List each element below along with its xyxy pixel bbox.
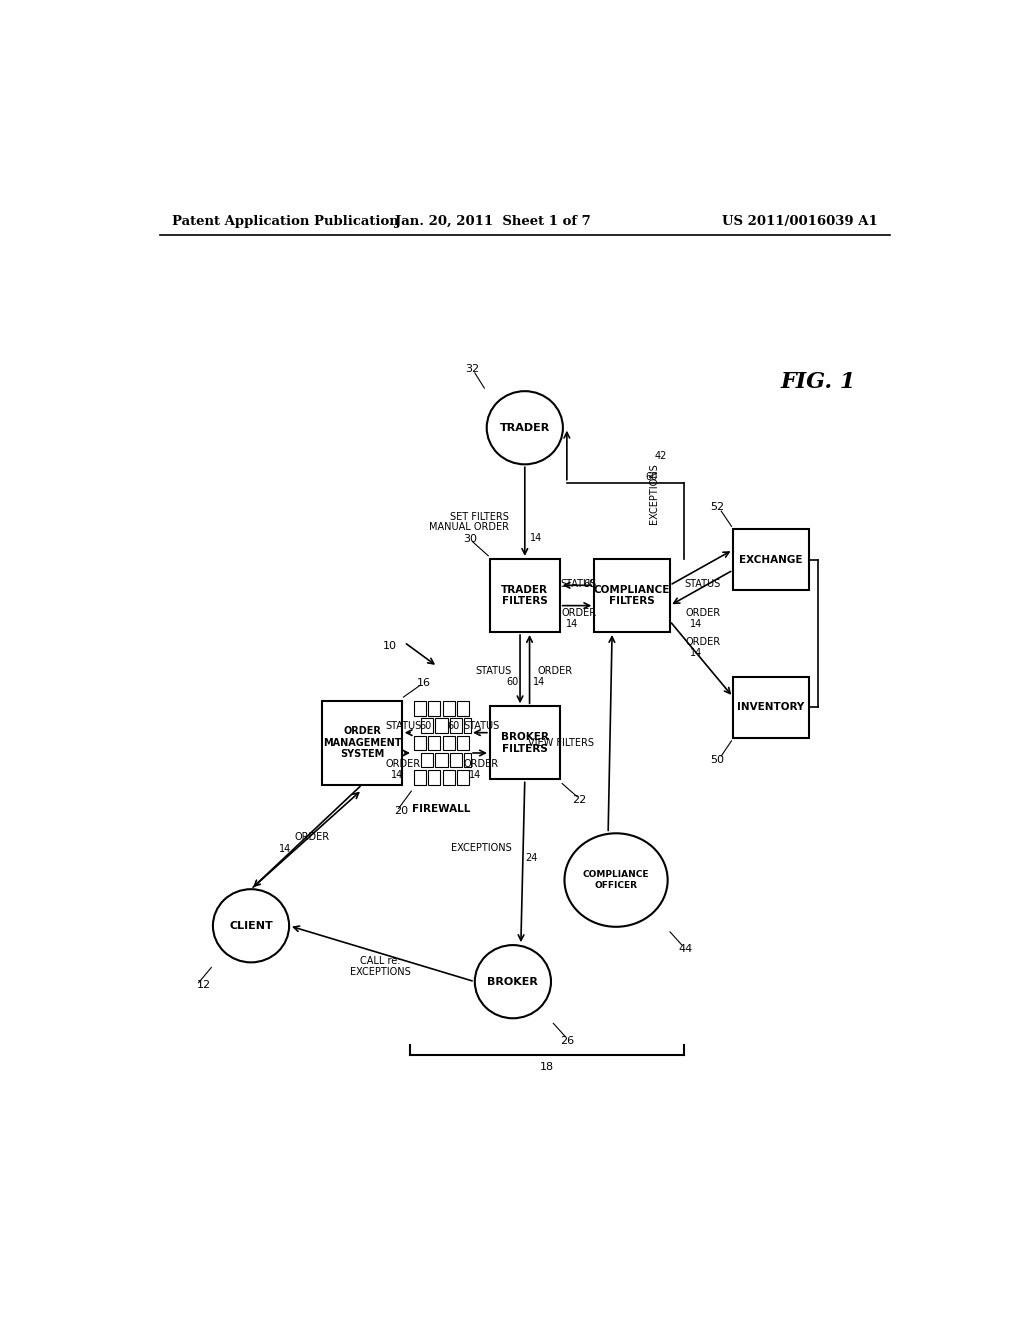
Text: 14: 14 (279, 843, 291, 854)
Text: 18: 18 (540, 1063, 554, 1072)
Text: EXCHANGE: EXCHANGE (739, 554, 803, 565)
Text: EXCEPTIONS: EXCEPTIONS (350, 966, 411, 977)
Text: CLIENT: CLIENT (229, 921, 272, 931)
Text: BROKER
FILTERS: BROKER FILTERS (501, 733, 549, 754)
Text: ORDER: ORDER (295, 833, 330, 842)
Text: BROKER: BROKER (487, 977, 539, 986)
Text: ORDER: ORDER (538, 665, 572, 676)
Text: FIG. 1: FIG. 1 (780, 371, 856, 393)
Text: 14: 14 (532, 677, 545, 686)
Bar (457, 735, 469, 750)
Text: VIEW FILTERS: VIEW FILTERS (527, 738, 594, 748)
Text: STATUS: STATUS (684, 579, 721, 589)
Text: 26: 26 (560, 1036, 573, 1045)
Bar (428, 701, 440, 715)
Text: SET FILTERS: SET FILTERS (451, 512, 509, 523)
Bar (733, 677, 809, 738)
Text: 14: 14 (529, 532, 542, 543)
Bar (457, 701, 469, 715)
Text: 42: 42 (654, 451, 667, 461)
Text: 22: 22 (572, 795, 587, 805)
Bar (489, 558, 560, 632)
Text: ORDER: ORDER (386, 759, 421, 770)
Text: TRADER
FILTERS: TRADER FILTERS (502, 585, 548, 606)
Text: 60: 60 (447, 721, 460, 730)
Text: 20: 20 (394, 807, 408, 817)
Text: 60: 60 (584, 579, 596, 589)
Bar (414, 770, 426, 784)
Text: 14: 14 (469, 771, 481, 780)
Text: ORDER: ORDER (561, 607, 596, 618)
Text: 50: 50 (711, 755, 724, 766)
Bar (414, 735, 426, 750)
Text: COMPLIANCE
OFFICER: COMPLIANCE OFFICER (583, 870, 649, 890)
Text: STATUS: STATUS (560, 579, 597, 589)
Text: EXCEPTIONS: EXCEPTIONS (649, 463, 659, 524)
Bar (421, 752, 433, 767)
Text: 16: 16 (417, 678, 431, 688)
Text: 60: 60 (420, 721, 432, 730)
Text: 14: 14 (566, 619, 579, 628)
Bar (435, 752, 447, 767)
Text: 14: 14 (690, 648, 702, 659)
Text: Jan. 20, 2011  Sheet 1 of 7: Jan. 20, 2011 Sheet 1 of 7 (395, 215, 591, 228)
Text: 52: 52 (711, 502, 724, 512)
Text: 44: 44 (678, 944, 692, 954)
Text: ORDER: ORDER (685, 638, 720, 647)
Bar (450, 718, 462, 733)
Text: COMPLIANCE
FILTERS: COMPLIANCE FILTERS (594, 585, 670, 606)
Text: 60: 60 (506, 677, 518, 686)
Text: 30: 30 (463, 533, 477, 544)
Text: STATUS: STATUS (385, 721, 422, 730)
Bar (428, 770, 440, 784)
Text: ORDER
MANAGEMENT
SYSTEM: ORDER MANAGEMENT SYSTEM (323, 726, 401, 759)
Bar (464, 752, 471, 767)
Bar (421, 718, 433, 733)
Text: STATUS: STATUS (476, 665, 512, 676)
Bar (428, 735, 440, 750)
Text: 12: 12 (197, 979, 211, 990)
Bar (442, 701, 455, 715)
Text: CALL re:: CALL re: (360, 957, 400, 966)
Text: FIREWALL: FIREWALL (413, 804, 471, 814)
Bar (442, 770, 455, 784)
Bar (450, 752, 462, 767)
Text: MANUAL ORDER: MANUAL ORDER (429, 523, 509, 532)
Text: INVENTORY: INVENTORY (737, 702, 805, 713)
Text: ORDER: ORDER (685, 607, 720, 618)
Text: EXCEPTIONS: EXCEPTIONS (452, 842, 512, 853)
Text: 32: 32 (465, 364, 479, 374)
Bar (414, 701, 426, 715)
Text: Patent Application Publication: Patent Application Publication (172, 215, 398, 228)
Text: 14: 14 (690, 619, 702, 628)
Bar (594, 558, 670, 632)
Text: 24: 24 (524, 853, 538, 863)
Bar (457, 770, 469, 784)
Text: ORDER: ORDER (464, 759, 499, 770)
Text: US 2011/0016039 A1: US 2011/0016039 A1 (722, 215, 878, 228)
Bar (442, 735, 455, 750)
Bar (464, 718, 471, 733)
Text: 10: 10 (383, 642, 397, 651)
Text: 14: 14 (391, 771, 403, 780)
Text: TRADER: TRADER (500, 422, 550, 433)
Bar (435, 718, 447, 733)
Bar (323, 701, 401, 784)
Text: 60: 60 (646, 471, 657, 482)
Bar (733, 529, 809, 590)
Text: STATUS: STATUS (463, 721, 500, 730)
Bar (489, 706, 560, 779)
